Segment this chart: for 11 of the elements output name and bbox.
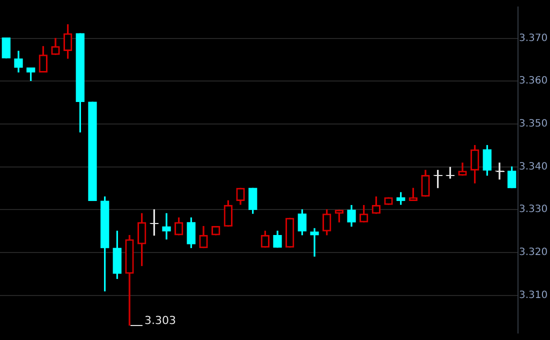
candlestick (162, 213, 171, 240)
y-tick-label: 3.320 (519, 247, 548, 258)
candlestick (495, 162, 505, 180)
annotation: 3.303 (144, 314, 176, 327)
y-tick-label: 3.370 (519, 32, 548, 44)
y-tick-label: 3.340 (519, 161, 548, 172)
y-tick-label: 3.360 (519, 76, 548, 87)
y-tick-label: 3.350 (519, 118, 548, 130)
y-tick-label: 3.310 (519, 290, 548, 301)
candlestick (310, 228, 319, 257)
y-tick-label: 3.330 (519, 204, 548, 216)
